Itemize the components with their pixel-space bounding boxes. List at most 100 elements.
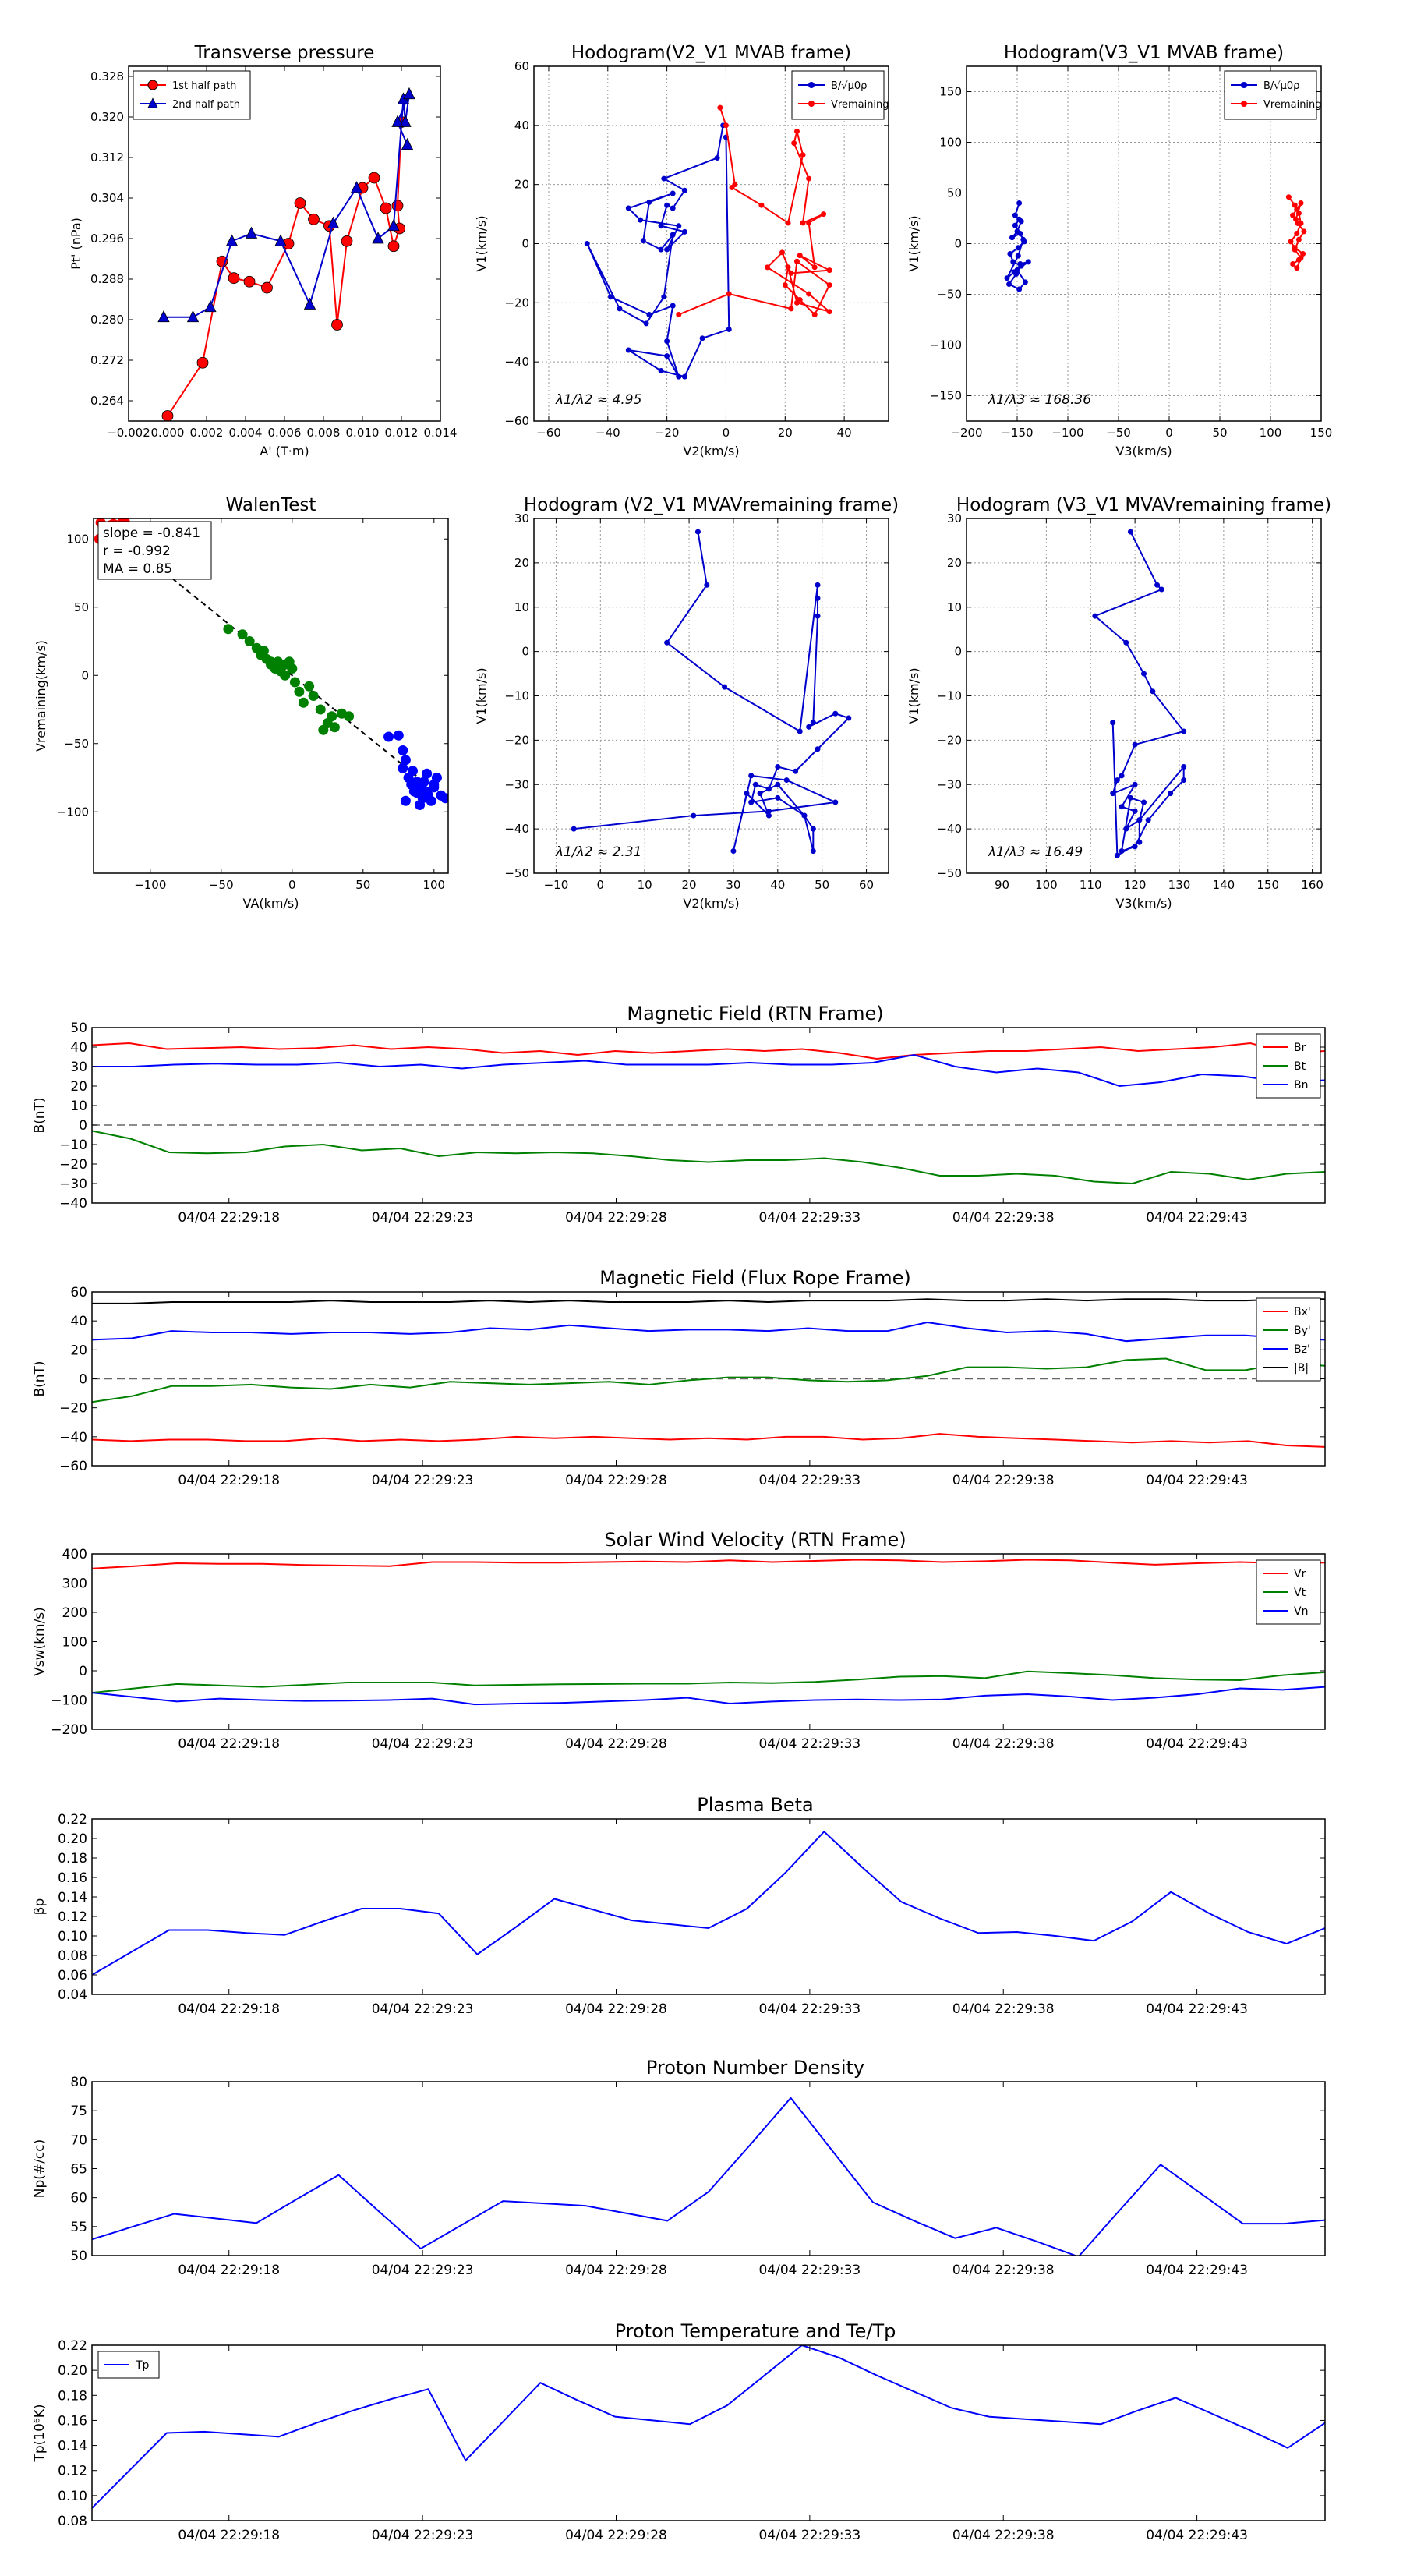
x-tick-label: −150: [1001, 426, 1033, 440]
y-tick-label: 0: [521, 237, 529, 251]
data-point: [258, 646, 269, 656]
x-tick-label: 0.014: [424, 426, 458, 440]
y-tick-label: 0: [79, 1118, 87, 1134]
data-point: [658, 246, 664, 253]
data-point: [699, 335, 705, 341]
x-tick-label: 0: [723, 426, 730, 440]
data-point: [691, 812, 697, 819]
data-point: [1290, 261, 1296, 267]
y-tick-label: 70: [70, 2132, 87, 2148]
data-point: [775, 764, 781, 770]
data-point: [1136, 817, 1143, 823]
data-point: [294, 686, 305, 697]
data-point: [327, 216, 340, 228]
data-point: [658, 223, 664, 229]
data-point: [815, 746, 821, 752]
series-line: [164, 94, 410, 318]
data-point: [1298, 200, 1304, 206]
y-tick-label: −60: [504, 414, 529, 428]
data-point: [806, 291, 812, 297]
data-point: [726, 291, 732, 297]
x-tick-label: 50: [815, 878, 829, 892]
data-point: [1141, 671, 1147, 677]
x-tick-label: 04/04 22:29:28: [565, 2001, 667, 2017]
y-tick-label: −20: [504, 733, 529, 747]
data-point: [785, 264, 791, 271]
y-tick-label: 20: [947, 556, 962, 570]
data-point: [391, 115, 404, 127]
data-point: [315, 704, 326, 715]
x-tick-label: 04/04 22:29:33: [758, 2528, 861, 2543]
data-point: [775, 794, 781, 801]
data-point: [1141, 799, 1147, 805]
series-line-beta: [92, 1830, 1325, 1976]
data-point: [1136, 839, 1143, 845]
y-tick-label: 60: [70, 1285, 87, 1300]
y-axis-label: B(nT): [32, 1097, 48, 1133]
y-tick-label: −30: [59, 1177, 87, 1192]
x-tick-label: 10: [638, 878, 652, 892]
chart-title: WalenTest: [226, 495, 316, 515]
data-point: [704, 582, 710, 588]
data-point: [793, 258, 800, 264]
y-axis-label: Pt' (nPa): [69, 218, 83, 270]
data-point: [676, 223, 682, 229]
data-point: [625, 347, 631, 353]
data-point: [670, 190, 676, 196]
series-line: [1094, 531, 1186, 857]
x-tick-label: 04/04 22:29:33: [758, 1210, 861, 1226]
y-tick-label: 20: [514, 556, 529, 570]
y-axis-label: B(nT): [32, 1361, 48, 1396]
data-point: [1110, 720, 1116, 726]
x-tick-label: 150: [1256, 878, 1279, 892]
series-line-Bx': [92, 1433, 1325, 1448]
x-axis-label: V3(km/s): [1115, 896, 1172, 911]
data-point: [1015, 245, 1021, 251]
data-point: [1158, 586, 1164, 593]
data-point: [638, 217, 643, 223]
data-point: [775, 781, 781, 787]
data-point: [670, 303, 676, 309]
legend-marker: [147, 80, 158, 90]
y-tick-label: 0.16: [58, 1870, 87, 1886]
y-tick-label: 0.328: [90, 69, 124, 83]
y-tick-label: 60: [514, 59, 529, 73]
data-point: [806, 724, 812, 730]
data-point: [1022, 279, 1028, 285]
series-line-Bt: [92, 1130, 1325, 1185]
data-point: [331, 319, 343, 331]
data-point: [245, 226, 258, 239]
data-point: [1004, 275, 1010, 281]
y-tick-label: 0.14: [58, 2439, 87, 2454]
data-point: [765, 786, 772, 792]
legend-marker: [1241, 82, 1247, 88]
series-line-Bz': [92, 1322, 1325, 1343]
y-tick-label: −30: [504, 777, 529, 791]
data-point: [1114, 777, 1120, 784]
x-tick-label: 04/04 22:29:23: [372, 2263, 474, 2278]
x-tick-label: 40: [770, 878, 785, 892]
y-tick-label: −40: [504, 822, 529, 836]
legend-label: Vremaining: [831, 99, 889, 111]
chart-title: Transverse pressure: [194, 43, 375, 63]
data-point: [440, 793, 448, 804]
data-point: [1181, 777, 1187, 784]
y-tick-label: −40: [59, 1196, 87, 1212]
chart-plasma-beta: 0.04 0.06 0.08 0.10 0.12 0.14 0.16 0.18 0.20 0.22…: [32, 1794, 1326, 2017]
axes-frame: [91, 2081, 1326, 2256]
data-point: [806, 175, 812, 182]
data-point: [670, 232, 676, 238]
data-point: [661, 175, 667, 182]
x-tick-label: −50: [209, 878, 234, 892]
data-point: [204, 299, 217, 313]
data-point: [1011, 269, 1017, 275]
data-point: [1292, 202, 1298, 208]
y-tick-label: 40: [70, 1314, 87, 1329]
x-tick-label: 110: [1080, 878, 1102, 892]
axes-frame: [966, 65, 1322, 422]
data-point: [800, 152, 806, 158]
y-tick-label: 10: [514, 600, 529, 614]
annotation: λ1/λ3 ≈ 16.49: [988, 844, 1083, 860]
data-point: [800, 220, 806, 226]
axes-frame: [91, 1291, 1326, 1467]
